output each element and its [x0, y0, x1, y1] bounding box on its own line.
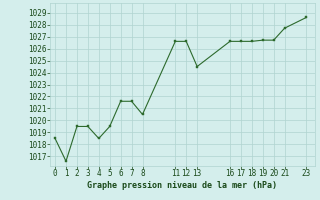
X-axis label: Graphe pression niveau de la mer (hPa): Graphe pression niveau de la mer (hPa) [87, 181, 277, 190]
